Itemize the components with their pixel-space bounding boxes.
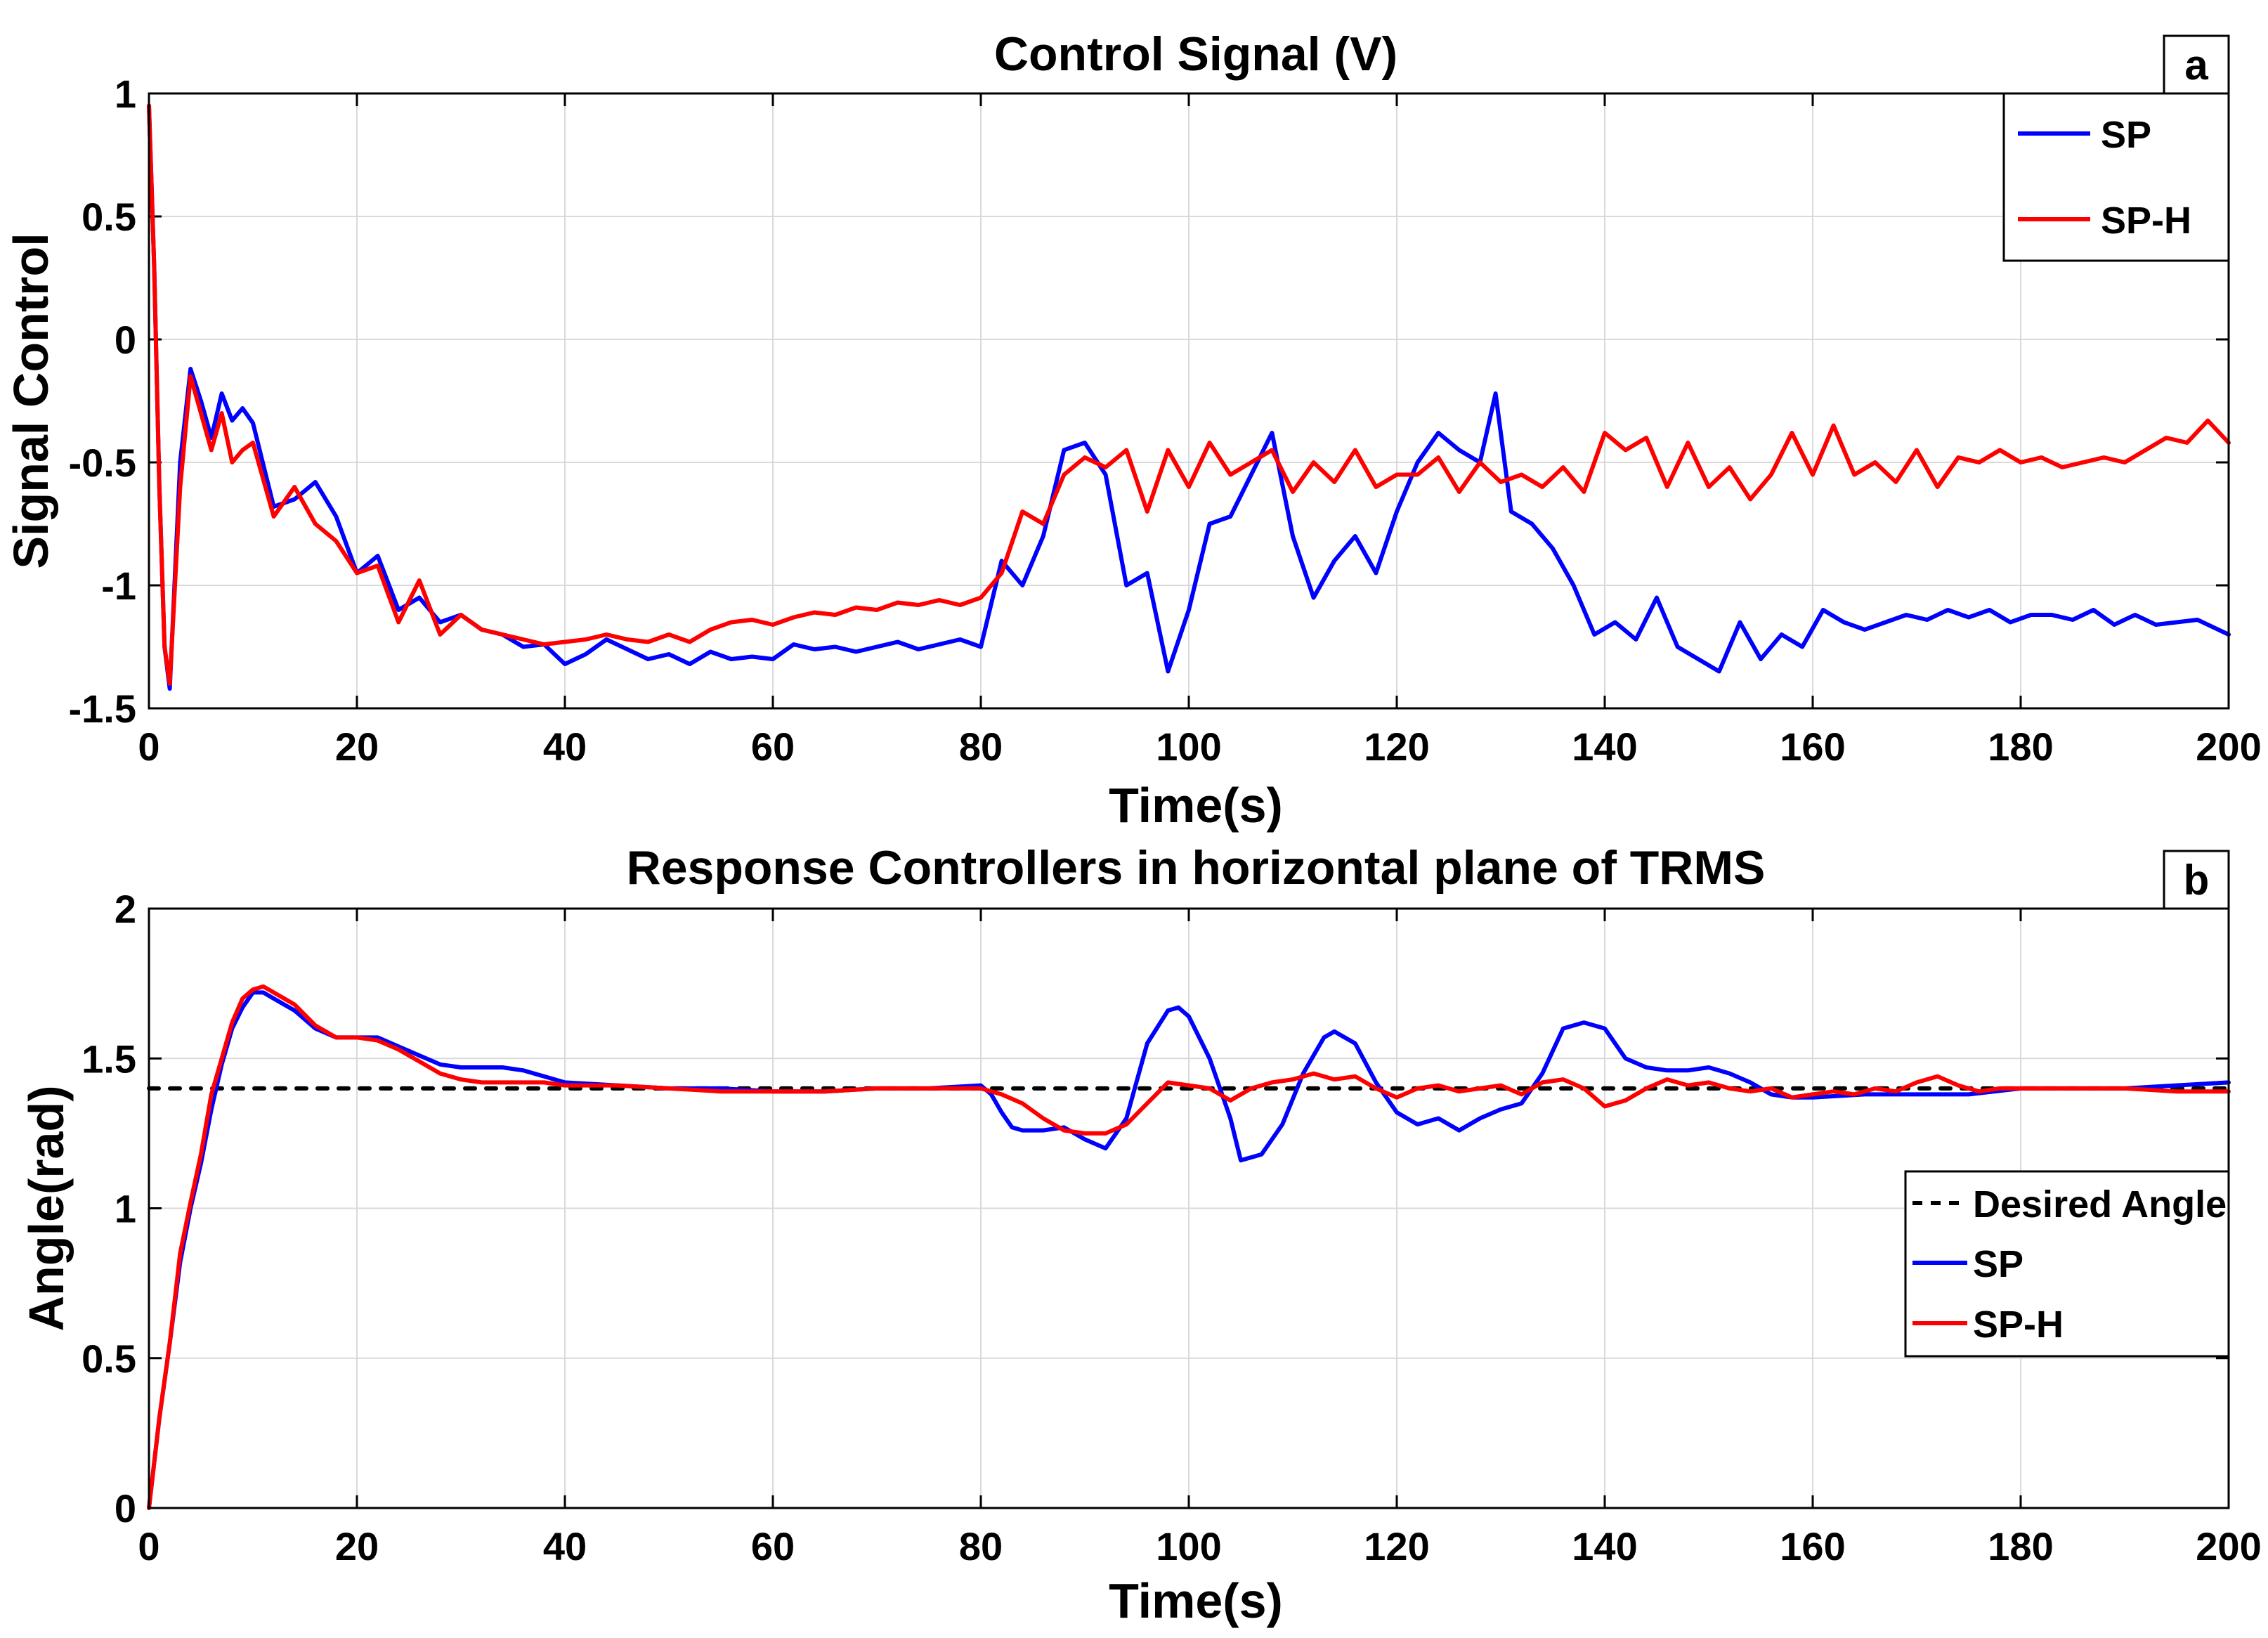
- panel-b-x-tick-label: 120: [1364, 1524, 1429, 1568]
- panel-b-y-tick-label: 2: [115, 887, 136, 931]
- panel-a-y-tick-label: -1: [101, 564, 136, 608]
- panel-b-title: Response Controllers in horizontal plane…: [627, 841, 1766, 895]
- panel-a-y-axis-label: Signal Control: [4, 233, 58, 568]
- panel-b-y-tick-label: 0.5: [82, 1337, 136, 1381]
- panel-b-x-tick-label: 20: [335, 1524, 379, 1568]
- panel-b-legend: Desired Angle SP SP-H: [1904, 1170, 2230, 1358]
- panel-a-x-tick-label: 80: [959, 724, 1003, 769]
- panel-b-y-tick-label: 1.5: [82, 1036, 136, 1081]
- panel-b-y-tick-label: 0: [115, 1486, 136, 1530]
- panel-b-x-tick-label: 140: [1572, 1524, 1637, 1568]
- panel-b-series-sp-h: [147, 984, 2231, 1510]
- panel-a-x-tick-label: 140: [1572, 724, 1637, 769]
- panel-a-axes-frame: [148, 92, 2230, 710]
- panel-a-x-axis-label: Time(s): [1109, 778, 1283, 833]
- panel-a-x-tick-label: 100: [1156, 724, 1221, 769]
- panel-a-x-tick-label: 40: [543, 724, 587, 769]
- panel-b-x-axis-label: Time(s): [1109, 1573, 1283, 1628]
- panel-b-x-tick-label: 160: [1780, 1524, 1845, 1568]
- panel-a-y-tick-label: 1: [115, 72, 136, 116]
- panel-b-legend-entry: Desired Angle: [1973, 1183, 2227, 1226]
- panel-a-x-tick-label: 60: [751, 724, 795, 769]
- panel-b-y-axis-label: Angle(rad): [19, 1086, 74, 1332]
- panel-b-label: b: [2184, 857, 2210, 904]
- panel-a-series-sp-h: [147, 103, 2231, 686]
- panel-a-legend-entry: SP-H: [2101, 200, 2191, 242]
- chart-panel-b: 0 20 40 60 80 100 120 140 160 180 200 0 0.5 1 1.5 2 b Res…: [19, 841, 2262, 1628]
- panel-a-y-tick-label: -0.5: [69, 441, 137, 485]
- panel-b-x-tick-label: 0: [138, 1524, 159, 1568]
- panel-b-x-tick-label: 60: [751, 1524, 795, 1568]
- panel-b-y-tick-label: 1: [115, 1187, 136, 1231]
- panel-a-y-tick-label: 0: [115, 318, 136, 362]
- panel-a-label-box: [2163, 34, 2230, 95]
- panel-b-x-tick-label: 200: [2196, 1524, 2261, 1568]
- panel-a-x-tick-label: 120: [1364, 724, 1429, 769]
- panel-b-label-box: [2163, 850, 2230, 910]
- panel-a-legend-entry: SP: [2101, 114, 2151, 156]
- panel-a-y-tick-label: -1.5: [69, 687, 137, 731]
- panel-a-x-tick-label: 180: [1988, 724, 2053, 769]
- panel-b-x-tick-label: 80: [959, 1524, 1003, 1568]
- panel-a-x-tick-label: 20: [335, 724, 379, 769]
- panel-a-x-tick-label: 0: [138, 724, 159, 769]
- panel-a-y-tick-label: 0.5: [82, 195, 136, 239]
- panel-a-legend: SP SP-H: [2002, 92, 2230, 262]
- panel-a-x-tick-label: 160: [1780, 724, 1845, 769]
- panel-a-title: Control Signal (V): [994, 27, 1397, 81]
- panel-a-label: a: [2184, 41, 2208, 89]
- panel-b-x-tick-label: 180: [1988, 1524, 2053, 1568]
- panel-a-series-sp: [147, 103, 2231, 691]
- panel-a-legend-box: [2002, 92, 2230, 262]
- chart-panel-a: 0 20 40 60 80 100 120 140 160 180 200 -1.5 -1 -0.5 0 0.…: [4, 27, 2262, 833]
- panel-b-x-tick-label: 40: [543, 1524, 587, 1568]
- panel-a-x-tick-label: 200: [2196, 724, 2261, 769]
- panel-b-legend-entry: SP: [1973, 1243, 2023, 1285]
- panel-b-x-tick-label: 100: [1156, 1524, 1221, 1568]
- panel-b-legend-entry: SP-H: [1973, 1304, 2064, 1346]
